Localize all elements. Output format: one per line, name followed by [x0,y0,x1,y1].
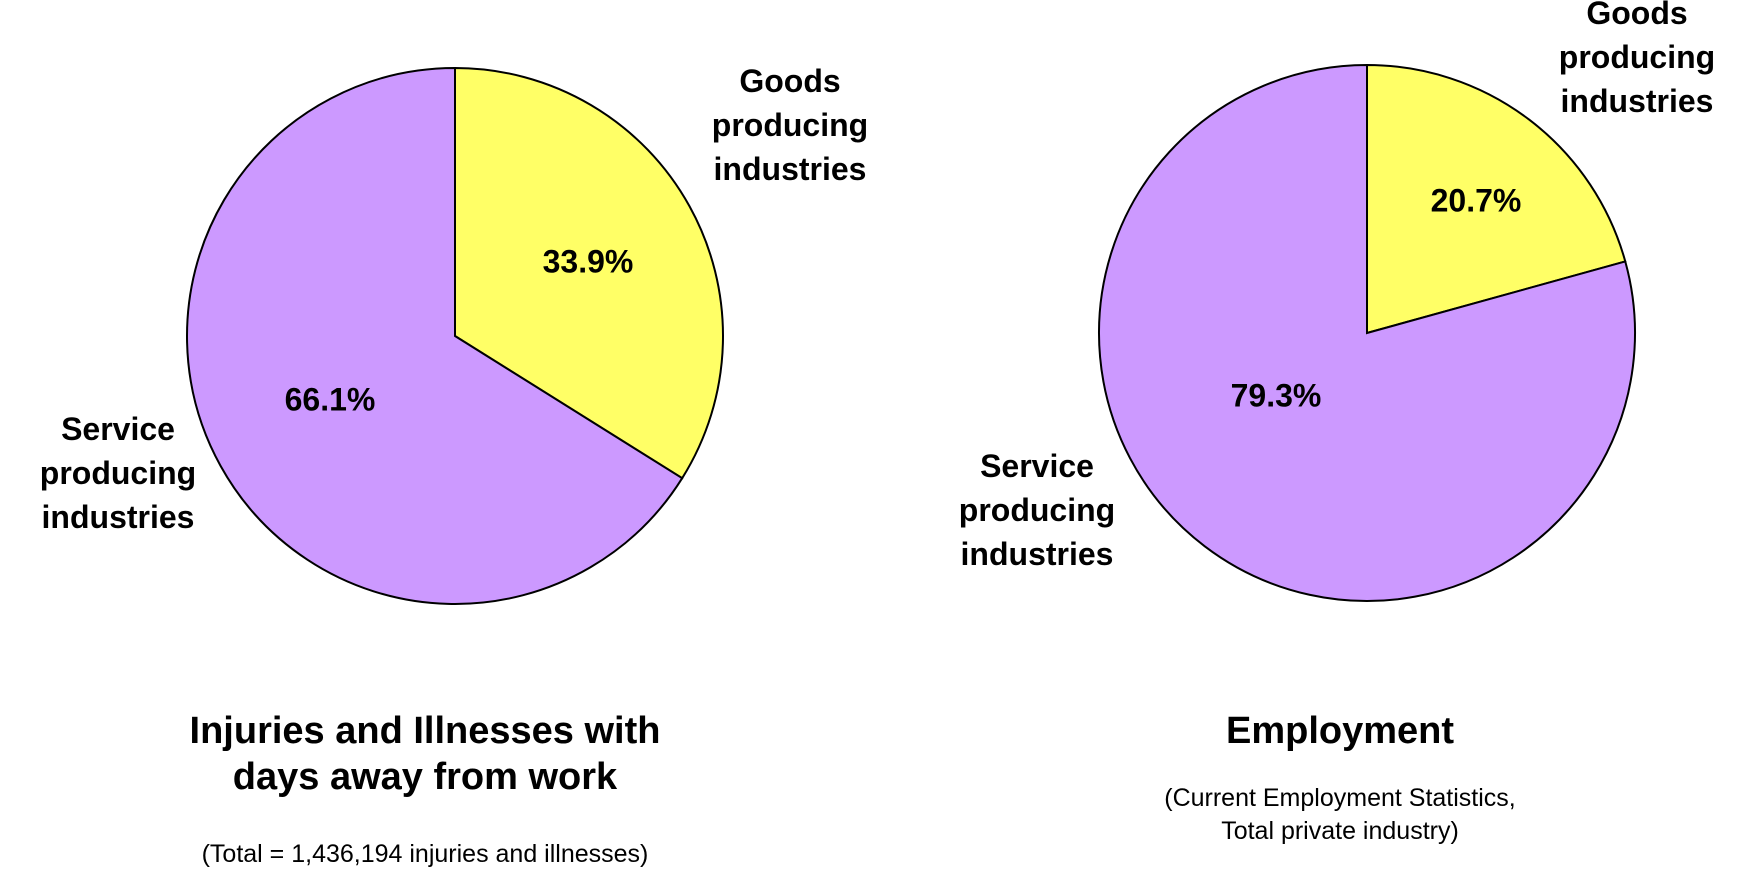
chart-1-slice-1-value-label: 33.9% [543,243,634,279]
chart-2-subtitle-line-1: (Current Employment Statistics, [1000,782,1680,815]
chart-1-subtitle: (Total = 1,436,194 injuries and illnesse… [80,838,770,871]
chart-1-title-line-2: days away from work [80,754,770,800]
chart-1-title-line-1: Injuries and Illnesses with [80,708,770,754]
chart-1-slice-2-category-label: Service producing industries [40,411,196,535]
chart-2-slice-1-value-label: 20.7% [1431,182,1522,218]
chart-1-slice-2-value-label: 66.1% [285,381,376,417]
chart-2-title-line-1: Employment [1000,708,1680,754]
chart-1-subtitle-line-1: (Total = 1,436,194 injuries and illnesse… [80,838,770,871]
chart-2-title: Employment [1000,708,1680,754]
chart-2-slice-2-category-label: Service producing industries [959,448,1115,572]
chart-1-title: Injuries and Illnesses with days away fr… [80,708,770,800]
chart-2-subtitle: (Current Employment Statistics, Total pr… [1000,782,1680,848]
chart-2-slice-2-value-label: 79.3% [1231,377,1322,413]
chart-2-subtitle-line-2: Total private industry) [1000,815,1680,848]
chart-2-slice-1-category-label: Goods producing industries [1559,0,1715,119]
chart-1-slice-1-category-label: Goods producing industries [712,63,868,187]
